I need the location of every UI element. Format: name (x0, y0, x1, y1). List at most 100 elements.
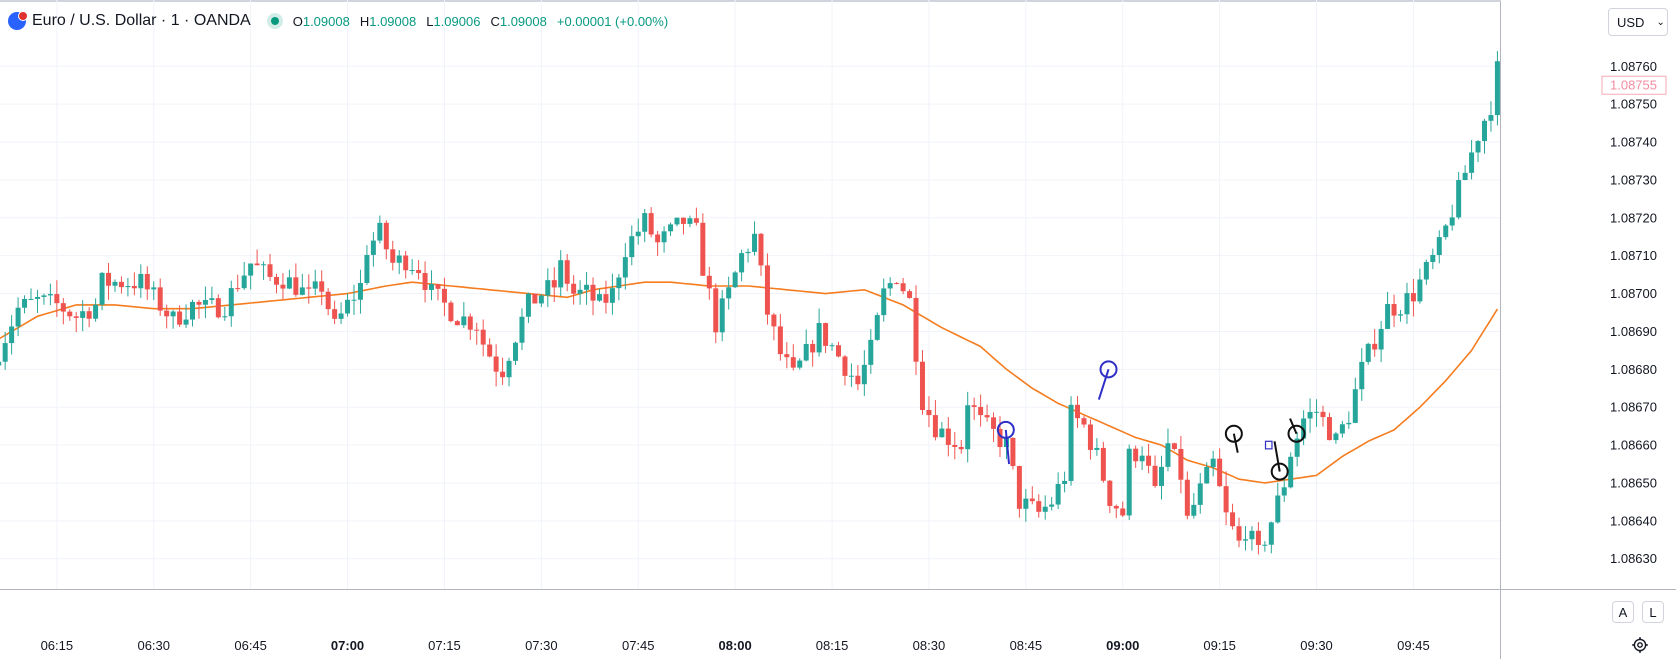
candle-body (1255, 530, 1261, 545)
candle-body (28, 298, 34, 300)
candle-body (1062, 480, 1068, 485)
candle-body (67, 311, 73, 317)
candle-body (622, 257, 628, 278)
drawing-circle (1224, 424, 1243, 443)
ohlc-low: L1.09006 (426, 13, 481, 29)
price-tick-label: 1.08690 (1610, 324, 1657, 339)
time-tick-label: 06:30 (137, 638, 170, 653)
candle-body (1365, 343, 1371, 362)
candle-body (493, 356, 499, 372)
candle-body (868, 339, 874, 365)
candle-body (674, 217, 680, 225)
candle-body (1391, 303, 1397, 316)
candle-body (874, 315, 880, 340)
candle-body (1197, 483, 1203, 505)
candle-body (739, 253, 745, 273)
candle-body (1314, 411, 1320, 413)
candle-body (1100, 447, 1106, 481)
candle-body (1436, 237, 1442, 255)
candle-body (396, 255, 402, 263)
settings-button[interactable] (1628, 634, 1652, 656)
candle-body (1146, 455, 1152, 466)
candle-body (538, 295, 544, 304)
candle-body (978, 406, 984, 416)
currency-selector[interactable]: USD ⌄ (1608, 8, 1668, 36)
log-scale-button[interactable]: L (1642, 601, 1664, 623)
candle-body (861, 364, 867, 385)
candle-body (958, 446, 964, 450)
candle-body (603, 294, 609, 303)
candle-body (991, 417, 997, 429)
candle-body (1158, 466, 1164, 486)
candle-body (764, 265, 770, 315)
candle-body (790, 357, 796, 368)
candle-body (997, 428, 1003, 448)
candle-body (500, 371, 506, 378)
candle-body (1372, 343, 1378, 350)
candle-body (1010, 437, 1016, 467)
time-tick-label: 08:15 (816, 638, 849, 653)
candle-body (1249, 530, 1255, 540)
candle-body (429, 284, 435, 290)
candle-body (280, 284, 286, 289)
candle-body (183, 319, 189, 325)
last-price-label: 1.08755 (1610, 78, 1657, 93)
price-tick-label: 1.08650 (1610, 475, 1657, 490)
candle-body (370, 240, 376, 255)
candle-body (1120, 508, 1126, 516)
candle-body (73, 316, 79, 318)
candle-body (351, 299, 357, 301)
candle-body (545, 280, 551, 296)
candle-body (293, 277, 299, 295)
time-tick-label: 07:15 (428, 638, 461, 653)
candle-body (215, 298, 221, 318)
time-tick-label: 08:45 (1010, 638, 1043, 653)
candle-body (54, 294, 60, 304)
candle-body (848, 375, 854, 377)
candle-body (1378, 328, 1384, 350)
time-tick-label: 07:00 (331, 638, 364, 653)
moving-average-line (0, 281, 1499, 484)
candle-body (22, 298, 28, 308)
candle-body (1410, 293, 1416, 302)
candle-body (248, 263, 254, 276)
currency-pair-icon[interactable] (8, 11, 28, 30)
candle-body (1456, 180, 1462, 218)
drawing-circle (1099, 360, 1118, 379)
candle-body (1398, 314, 1404, 316)
candle-body (80, 311, 86, 318)
candle-body (506, 360, 512, 378)
candle-body (1333, 433, 1339, 441)
candle-body (435, 284, 441, 289)
candle-body (9, 326, 15, 344)
time-tick-label: 07:45 (622, 638, 655, 653)
candle-body (1133, 448, 1139, 462)
candle-body (0, 361, 2, 366)
symbol-title[interactable]: Euro / U.S. Dollar · 1 · OANDA (32, 12, 251, 29)
candle-body (164, 310, 170, 317)
candle-body (267, 264, 273, 277)
candle-body (1075, 404, 1081, 419)
auto-scale-button[interactable]: A (1612, 601, 1634, 623)
candle-body (706, 275, 712, 289)
candle-body (1417, 279, 1423, 302)
candle-body (1288, 456, 1294, 488)
candle-body (448, 302, 454, 322)
drawing-pointer-line (1097, 369, 1110, 400)
drawings-layer (996, 360, 1306, 481)
time-tick-label: 08:00 (719, 638, 752, 653)
candle-body (377, 222, 383, 241)
drawing-circle (1270, 462, 1289, 481)
price-tick-label: 1.08680 (1610, 362, 1657, 377)
candle-body (190, 301, 196, 320)
time-tick-label: 07:30 (525, 638, 558, 653)
candle-body (655, 234, 661, 243)
candle-body (357, 282, 363, 300)
candle-body (1352, 389, 1358, 423)
candle-body (907, 291, 913, 298)
price-tick-label: 1.08700 (1610, 286, 1657, 301)
drawing-circle (1287, 424, 1306, 443)
price-tick-label: 1.08730 (1610, 172, 1657, 187)
candle-body (60, 303, 66, 312)
